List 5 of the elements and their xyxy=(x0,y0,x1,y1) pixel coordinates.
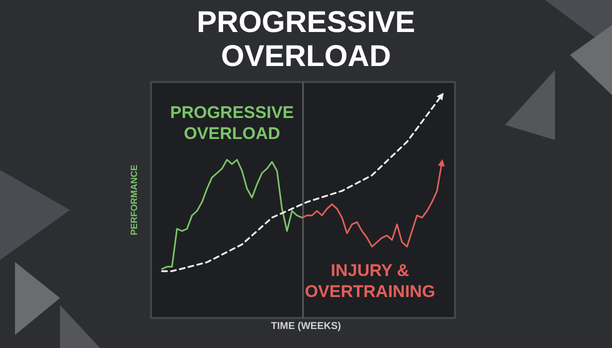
annotation: INJURY & OVERTRAINING xyxy=(304,261,436,301)
y-axis-title: PERFORMANCE xyxy=(129,164,139,236)
x-axis-title: TIME (WEEKS) xyxy=(271,321,341,332)
chart-title: PROGRESSIVE OVERLOAD xyxy=(196,6,416,73)
annotation: PROGRESSIVE OVERLOAD xyxy=(170,103,294,143)
